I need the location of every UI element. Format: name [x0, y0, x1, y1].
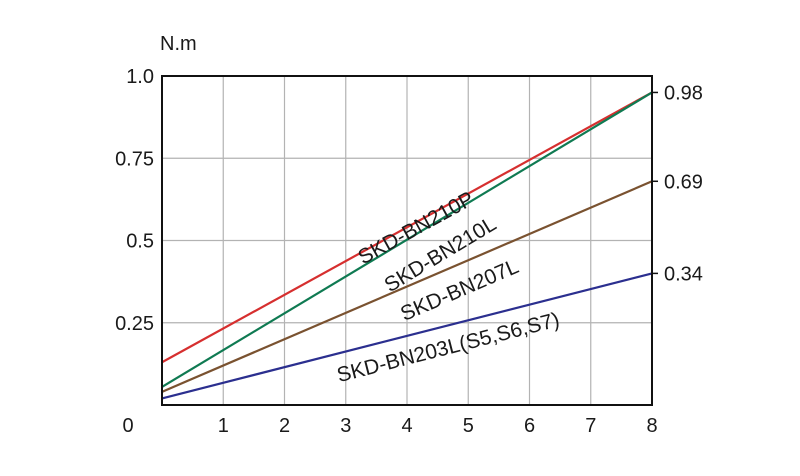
series-layer [161, 91, 653, 400]
y-tick-label: 1.0 [126, 66, 154, 88]
x-tick-label: 6 [524, 415, 535, 437]
plot-frame [161, 75, 653, 406]
x-tick-label: 2 [279, 415, 290, 437]
series-label: SKD-BN203L(S5,S6,S7) [335, 308, 562, 387]
x-tick-label: 0 [122, 415, 133, 437]
series-line [161, 180, 653, 393]
series-line [161, 91, 653, 388]
end-value-label: 0.98 [664, 82, 703, 104]
x-tick-label: 3 [340, 415, 351, 437]
end-value-label: 0.34 [664, 263, 703, 285]
x-tick-label: 8 [646, 415, 657, 437]
series-line [161, 91, 653, 364]
y-axis-unit-label: N.m [160, 33, 197, 55]
y-tick-label: 0.5 [126, 231, 154, 253]
x-tick-label: 1 [218, 415, 229, 437]
series-line [161, 272, 653, 400]
y-tick-label: 0.75 [115, 148, 154, 170]
y-tick-label: 0.25 [115, 313, 154, 335]
x-tick-label: 7 [585, 415, 596, 437]
label-layer: 0 1 2 3 4 5 6 7 8 1.0 0.75 0.5 0.25 0.98 0.69 0.34 SKD-B… [115, 66, 703, 437]
x-tick-label: 4 [401, 415, 412, 437]
x-tick-label: 5 [463, 415, 474, 437]
end-value-label: 0.69 [664, 171, 703, 193]
